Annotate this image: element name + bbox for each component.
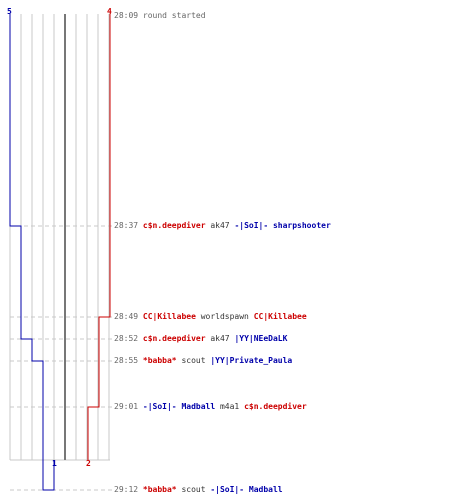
event-row: 29:12 *babba* scout -|SoI|- Madball <box>114 485 283 495</box>
event-time: 29:01 <box>114 402 143 411</box>
event-message: round started <box>142 11 206 20</box>
event-time: 28:09 <box>114 11 143 20</box>
player-name: CC|Killabee <box>253 312 307 321</box>
event-time: 29:12 <box>114 485 143 494</box>
player-name: c$n.deepdiver <box>142 221 206 230</box>
player-name: |YY|Private_Paula <box>210 356 293 365</box>
event-time: 28:52 <box>114 334 143 343</box>
blue-team-line <box>9 14 55 491</box>
player-name: -|SoI|- sharpshooter <box>234 221 331 230</box>
weapon-name: ak47 <box>205 221 235 230</box>
weapon-name: scout <box>176 356 211 365</box>
player-name: -|SoI|- Madball <box>142 402 216 411</box>
event-row: 28:55 *babba* scout |YY|Private_Paula <box>114 356 292 366</box>
event-row: 29:01 -|SoI|- Madball m4a1 c$n.deepdiver <box>114 402 307 412</box>
player-name: c$n.deepdiver <box>142 334 206 343</box>
player-name: |YY|NEeDaLK <box>234 334 288 343</box>
weapon-name: ak47 <box>205 334 235 343</box>
blue-start-score: 5 <box>7 7 12 16</box>
player-name: c$n.deepdiver <box>244 402 307 411</box>
player-name: -|SoI|- Madball <box>210 485 283 494</box>
player-name: CC|Killabee <box>142 312 196 321</box>
red-end-score: 2 <box>86 459 91 468</box>
weapon-name: m4a1 <box>215 402 245 411</box>
event-row: 28:49 CC|Killabee worldspawn CC|Killabee <box>114 312 307 322</box>
red-start-score: 4 <box>107 7 112 16</box>
event-time: 28:37 <box>114 221 143 230</box>
weapon-name: scout <box>176 485 211 494</box>
blue-end-score: 1 <box>52 459 57 468</box>
weapon-name: worldspawn <box>195 312 254 321</box>
red-team-line <box>87 14 111 460</box>
event-time: 28:49 <box>114 312 143 321</box>
event-time: 28:55 <box>114 356 143 365</box>
player-name: *babba* <box>142 485 177 494</box>
player-name: *babba* <box>142 356 177 365</box>
event-row: 28:09 round started <box>114 11 206 21</box>
event-row: 28:37 c$n.deepdiver ak47 -|SoI|- sharpsh… <box>114 221 331 231</box>
event-row: 28:52 c$n.deepdiver ak47 |YY|NEeDaLK <box>114 334 287 344</box>
